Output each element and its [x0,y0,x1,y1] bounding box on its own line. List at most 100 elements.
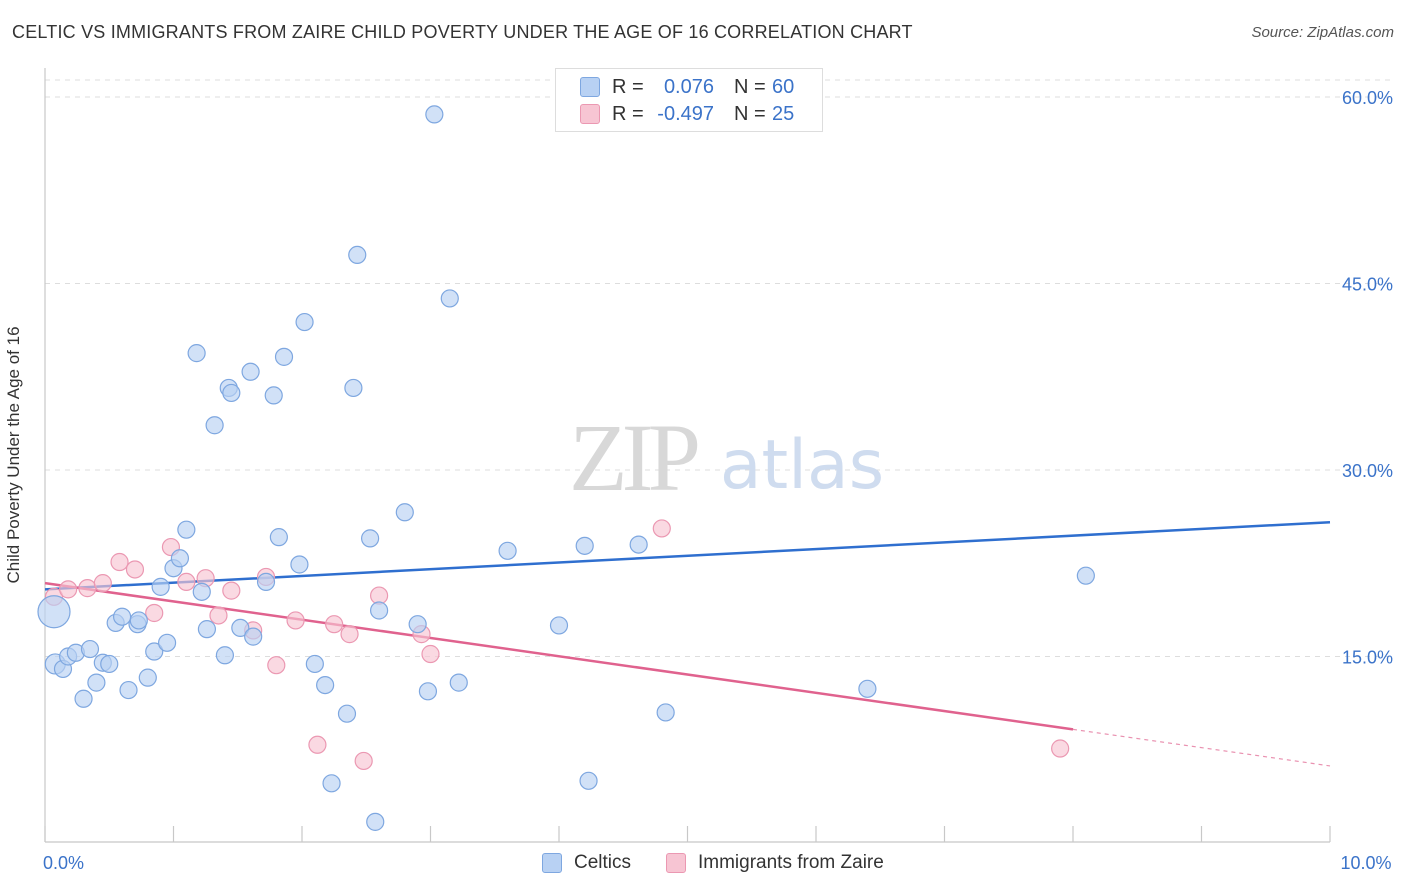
celtics-point [177,520,196,539]
celtics-point [74,689,93,708]
celtics-point [440,289,459,308]
celtics-point [425,105,444,124]
legend-label-zaire: Immigrants from Zaire [698,852,884,873]
zaire-point [78,579,97,598]
legend-n-value: 60 [772,76,795,98]
legend-swatch-zaire [666,853,686,873]
celtics-point [579,771,598,790]
celtics-point [269,528,288,547]
source-label: Source: ZipAtlas.com [1251,24,1394,41]
celtics-point [112,607,132,626]
celtics-point [418,682,438,701]
points-layer [37,105,1095,831]
zaire-point [222,581,241,600]
celtics-point [244,627,263,646]
y-axis-label-wrap: Child Poverty Under the Age of 16 [4,326,24,583]
legend-r-label: R = [612,103,644,125]
zaire-point [125,560,145,579]
zaire-point [325,615,344,634]
celtics-point [295,312,314,332]
celtics-point [449,673,468,692]
legend-swatch-celtics [542,853,562,873]
celtics-point [629,535,648,554]
legend-row-zaire: R = -0.497 N = 25 [556,102,822,128]
zaire-point [59,580,78,599]
celtics-point [370,601,389,620]
celtics-point [138,668,157,687]
correlation-legend: R = 0.076 N = 60 R = -0.497 N = 25 [555,68,823,132]
y-tick-label: 45.0% [1342,275,1393,295]
legend-n-label: N = [734,76,766,98]
legend-label-celtics: Celtics [574,852,632,873]
celtics-point [290,555,309,574]
celtics-point [395,503,414,522]
zaire-point [177,572,196,592]
celtics-point [37,595,71,629]
celtics-point [348,245,367,265]
celtics-point [858,679,877,698]
celtics-point [192,582,211,601]
celtics-point [145,642,164,661]
celtics-point [366,812,385,831]
celtics-point [187,344,206,363]
celtics-point [361,529,380,548]
y-tick-label: 30.0% [1342,461,1393,481]
zaire-point [421,644,440,664]
celtics-point [157,633,177,652]
zaire-point [110,552,129,572]
celtics-point [575,536,594,555]
celtics-point [274,347,294,366]
watermark-zip: ZIP [569,404,698,511]
legend-row-celtics: R = 0.076 N = 60 [556,75,822,101]
celtics-point [129,611,148,630]
celtics-point [656,703,675,722]
celtics-point [316,675,335,695]
celtics-point [231,618,250,638]
watermark-atlas: atlas [720,426,884,505]
trend-lines [44,520,1331,767]
zaire-point [286,611,305,630]
celtics-point [549,616,569,635]
celtics-point [264,386,283,405]
zaire-point [1051,739,1070,758]
zaire-point [354,751,373,771]
zaire-point [652,519,671,538]
celtics-point [119,680,138,700]
celtics-point [256,572,276,592]
y-tick-label: 60.0% [1342,88,1393,108]
celtics-trend-line [44,520,1331,591]
celtics-point [408,615,427,634]
celtics-point [241,362,260,381]
zaire-point [209,606,228,625]
celtics-point [100,654,119,674]
zaire-point [340,625,359,644]
tick-labels: 15.0% 30.0% 45.0% 60.0% 0.0% 10.0% [43,88,1393,873]
legend-r-value: 0.076 [663,76,714,98]
celtics-point [197,620,217,639]
chart-title: CELTIC VS IMMIGRANTS FROM ZAIRE CHILD PO… [12,22,913,42]
legend-r-label: R = [612,76,644,98]
series-legend: Celtics Immigrants from Zaire [0,852,1406,878]
celtics-point [305,654,324,674]
zaire-point [93,574,112,593]
zaire-point [308,735,327,754]
celtics-point [80,639,100,659]
celtics-point [322,774,341,793]
legend-r-value: -0.497 [657,103,714,125]
y-tick-label: 15.0% [1342,648,1393,668]
legend-swatch-zaire [580,104,600,124]
zaire-trend-extension [1072,728,1331,767]
celtics-point [205,416,224,435]
axis-layer [44,68,1331,843]
celtics-point [215,646,234,665]
legend-swatch-celtics [580,77,600,97]
celtics-point [222,383,241,403]
x-tick-label: 0.0% [43,853,84,873]
celtics-point [170,549,190,568]
y-axis-label: Child Poverty Under the Age of 16 [4,326,23,584]
celtics-point [344,378,363,398]
celtics-point [151,577,170,596]
zaire-point [267,656,286,675]
celtics-point [498,541,517,560]
